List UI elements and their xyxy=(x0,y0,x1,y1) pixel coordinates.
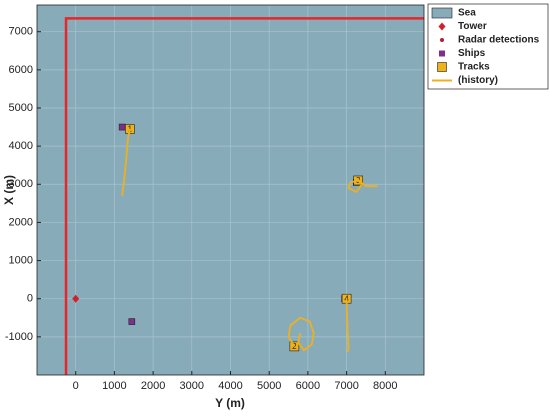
legend-swatch xyxy=(439,50,445,57)
y-tick-label: 0 xyxy=(27,293,33,305)
legend-label: Ships xyxy=(458,48,486,59)
y-tick-label: 5000 xyxy=(9,102,33,114)
y-tick-label: 7000 xyxy=(9,26,33,38)
legend-swatch xyxy=(431,7,453,19)
track-history xyxy=(287,316,315,352)
x-tick-label: 6000 xyxy=(296,380,320,392)
legend-swatch xyxy=(438,22,446,31)
x-tick-label: 2000 xyxy=(141,380,165,392)
y-tick-label: 6000 xyxy=(9,64,33,76)
x-tick-label: 8000 xyxy=(373,380,397,392)
x-tick-label: 4000 xyxy=(218,380,242,392)
y-axis-label: X (m) xyxy=(2,175,16,205)
track-history xyxy=(345,298,350,353)
y-tick-label: 2000 xyxy=(9,216,33,228)
legend-label: (history) xyxy=(458,75,498,86)
y-tick-label: 3000 xyxy=(9,178,33,190)
ship xyxy=(118,123,126,131)
track-history xyxy=(347,177,378,194)
legend-label: Sea xyxy=(458,8,476,19)
x-axis-label: Y (m) xyxy=(215,396,245,410)
x-tick-label: 7000 xyxy=(334,380,358,392)
ship xyxy=(128,318,136,325)
legend-label: Radar detections xyxy=(458,35,540,46)
axes-box xyxy=(36,4,425,376)
track-history xyxy=(121,128,131,196)
legend-label: Tracks xyxy=(458,62,490,73)
tower xyxy=(72,294,80,303)
track-label: 2 xyxy=(292,342,297,351)
y-tick-label: -1000 xyxy=(5,331,33,343)
x-tick-label: 0 xyxy=(73,380,79,392)
boundary xyxy=(64,17,424,375)
legend-swatch xyxy=(440,38,444,42)
legend-label: Tower xyxy=(458,21,487,32)
y-tick-label: 4000 xyxy=(9,140,33,152)
x-tick-label: 3000 xyxy=(180,380,204,392)
y-tick-label: 1000 xyxy=(9,254,33,266)
legend-swatch xyxy=(437,62,447,72)
x-tick-label: 5000 xyxy=(257,380,281,392)
x-tick-label: 1000 xyxy=(102,380,126,392)
